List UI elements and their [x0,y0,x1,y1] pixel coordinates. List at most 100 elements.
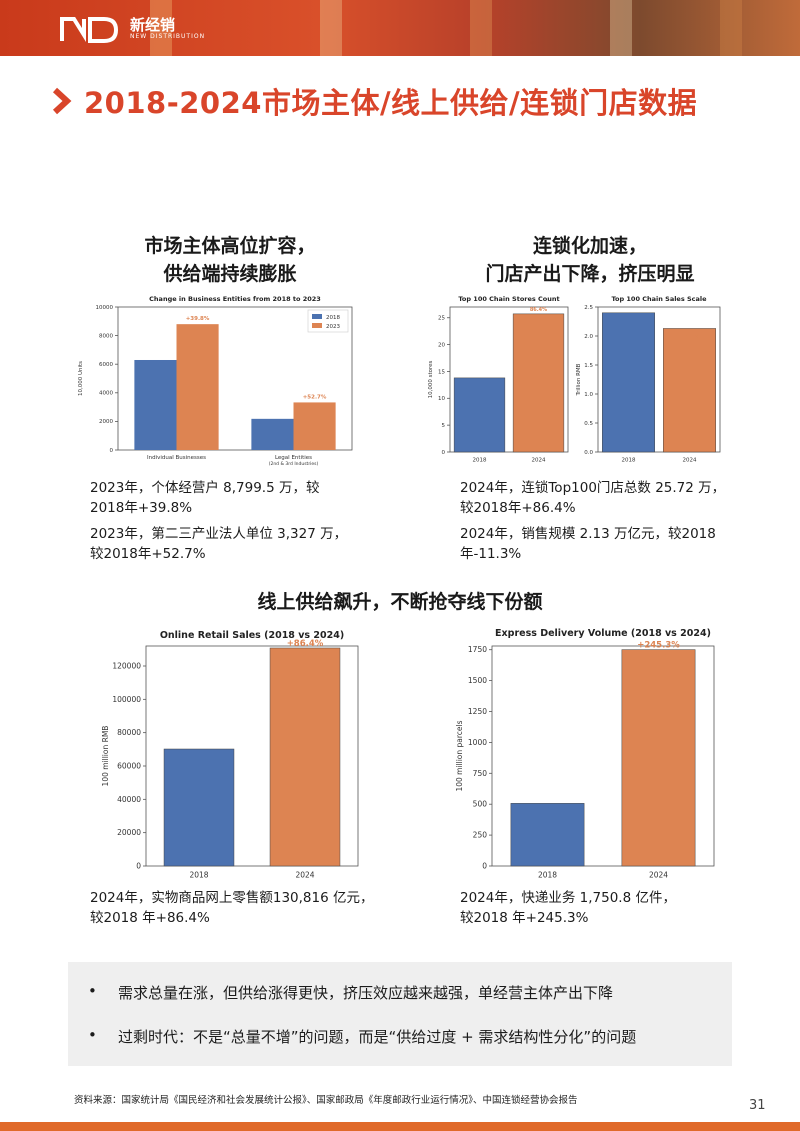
x-tick-label: 2018 [473,458,487,464]
chart-title: Change in Business Entities from 2018 to… [149,295,321,303]
header-banner: 新经销 NEW DISTRIBUTION [0,0,800,56]
bar-2018 [602,312,655,453]
y-tick-label: 10 [438,396,445,402]
y-tick-label: 20 [438,342,445,348]
plot-frame [597,306,721,453]
text-line: 2024年，实物商品网上零售额130,816 亿元， [90,890,374,906]
y-axis-label: 10,000 Units [78,361,84,396]
bar-annotation: +245.3% [637,641,680,651]
y-tick-label: 500 [473,800,488,809]
y-tick-label: 5 [442,423,446,429]
chart-chain-sales: Top 100 Chain Sales Scale 0.0 0.5 1.0 1.5 2.0… [572,290,724,470]
summary-notes-box: • 需求总量在涨，但供给涨得更快，挤压效应越来越强，单经营主体产出下降 • 过剩… [68,962,732,1066]
x-tick-label: Legal Entities [275,455,312,461]
y-tick-label: 120000 [112,662,141,671]
section-heading-online: 线上供给飙升，不断抢夺线下份额 [257,591,543,613]
banner-decoration [720,0,742,56]
text-block-express: 2024年，快递业务 1,750.8 亿件， 较2018 年+245.3% [460,888,760,928]
text-line: 较2018 年+86.4% [90,910,210,926]
bar-2018 [251,418,294,450]
text-line: 较2018年+86.4% [460,500,576,516]
bar-2018 [510,803,585,867]
bar-2018 [134,359,177,450]
page-title: 2018-2024市场主体/线上供给/连锁门店数据 [84,86,698,120]
heading-line: 门店产出下降，挤压明显 [485,263,695,285]
x-tick-label: 2024 [295,871,314,880]
y-tick-label: 1500 [468,676,487,685]
chart-express-delivery: Express Delivery Volume (2018 vs 2024) 0 2… [452,626,722,886]
text-block-stores: 2024年，连锁Top100门店总数 25.72 万， 较2018年+86.4% [460,478,760,518]
source-footnote: 资料来源：国家统计局《国民经济和社会发展统计公报》、国家邮政局《年度邮政行业运行… [74,1095,578,1106]
y-axis-label: Trillion RMB [576,363,582,396]
y-tick-label: 0 [110,448,114,454]
y-tick-label: 1750 [468,645,487,654]
plot-frame [491,645,715,867]
y-tick-label: 4000 [99,391,113,397]
footer-bar [0,1122,800,1131]
banner-decoration [150,0,172,56]
y-tick-label: 2000 [99,419,113,425]
chart-title: Top 100 Chain Sales Scale [611,295,707,303]
chart-title: Online Retail Sales (2018 vs 2024) [160,630,344,641]
y-axis-label: 10,000 stores [428,360,434,398]
chart-chain-stores: Top 100 Chain Stores Count 0 5 10 15 20 25 10,0… [424,290,572,470]
brand-name: 新经销 [130,16,176,34]
text-line: 年-11.3% [460,546,522,562]
y-axis-label: 100 million RMB [101,726,110,787]
chart-business-entities: Change in Business Entities from 2018 to… [72,290,362,470]
banner-decoration [470,0,492,56]
y-tick-label: 1.5 [584,363,593,369]
x-tick-label: 2018 [538,871,557,880]
bar-annotation: +86.4% [287,639,324,649]
text-line: 2023年，第二三产业法人单位 3,327 万， [90,526,348,542]
text-line: 2024年，连锁Top100门店总数 25.72 万， [460,480,726,496]
bar-2023 [176,324,219,450]
banner-decoration [610,0,632,56]
x-tick-label: (2nd & 3rd Industries) [269,461,319,467]
page-number: 31 [749,1098,766,1113]
text-block-legal: 2023年，第二三产业法人单位 3,327 万， 较2018年+52.7% [90,524,400,564]
legend-swatch [312,314,322,319]
plot-frame [449,306,569,453]
section-heading-chain: 连锁化加速， 门店产出下降，挤压明显 [460,232,720,288]
title-row: 2018-2024市场主体/线上供给/连锁门店数据 [52,80,697,122]
bar-annotation: 86.4% [530,307,547,313]
text-line: 2018年+39.8% [90,500,193,516]
note-item: • 过剩时代：不是“总量不增”的问题，而是“供给过度 + 需求结构性分化”的问题 [88,1026,636,1047]
text-block-individual: 2023年，个体经营户 8,799.5 万，较 2018年+39.8% [90,478,390,518]
chart-online-retail: Online Retail Sales (2018 vs 2024) 0 20000… [96,626,366,886]
bar-2018 [163,748,235,867]
bar-annotation: -11.3% [680,334,699,340]
section-heading-entities: 市场主体高位扩容， 供给端持续膨胀 [110,232,350,288]
legend-label: 2023 [326,324,340,330]
chevron-right-icon [52,87,72,115]
y-tick-label: 1.0 [584,392,593,398]
text-block-online: 2024年，实物商品网上零售额130,816 亿元， 较2018 年+86.4% [90,888,410,928]
note-text: 过剩时代：不是“总量不增”的问题，而是“供给过度 + 需求结构性分化”的问题 [118,1028,637,1046]
x-tick-label: 2024 [683,458,697,464]
bar-2024 [512,313,565,453]
legend-label: 2018 [326,315,340,321]
y-tick-label: 750 [473,769,488,778]
y-tick-label: 1250 [468,707,487,716]
plot-frame [145,645,359,867]
y-tick-label: 25 [438,316,445,322]
banner-decoration [320,0,342,56]
brand-subtitle: NEW DISTRIBUTION [130,33,206,40]
note-item: • 需求总量在涨，但供给涨得更快，挤压效应越来越强，单经营主体产出下降 [88,982,613,1003]
note-text: 需求总量在涨，但供给涨得更快，挤压效应越来越强，单经营主体产出下降 [118,984,614,1002]
text-line: 较2018年+52.7% [90,546,206,562]
bar-2024 [663,328,716,453]
text-line: 2023年，个体经营户 8,799.5 万，较 [90,480,320,496]
y-tick-label: 20000 [117,828,141,837]
brand-logo: 新经销 NEW DISTRIBUTION [60,13,205,45]
x-tick-label: 2018 [189,871,208,880]
y-tick-label: 1000 [468,738,487,747]
text-block-sales: 2024年，销售规模 2.13 万亿元，较2018 年-11.3% [460,524,760,564]
y-tick-label: 10000 [96,305,114,311]
y-tick-label: 250 [473,831,488,840]
x-tick-label: 2024 [649,871,668,880]
y-tick-label: 0 [442,450,446,456]
plot-frame [117,306,353,451]
legend-swatch [312,323,322,328]
